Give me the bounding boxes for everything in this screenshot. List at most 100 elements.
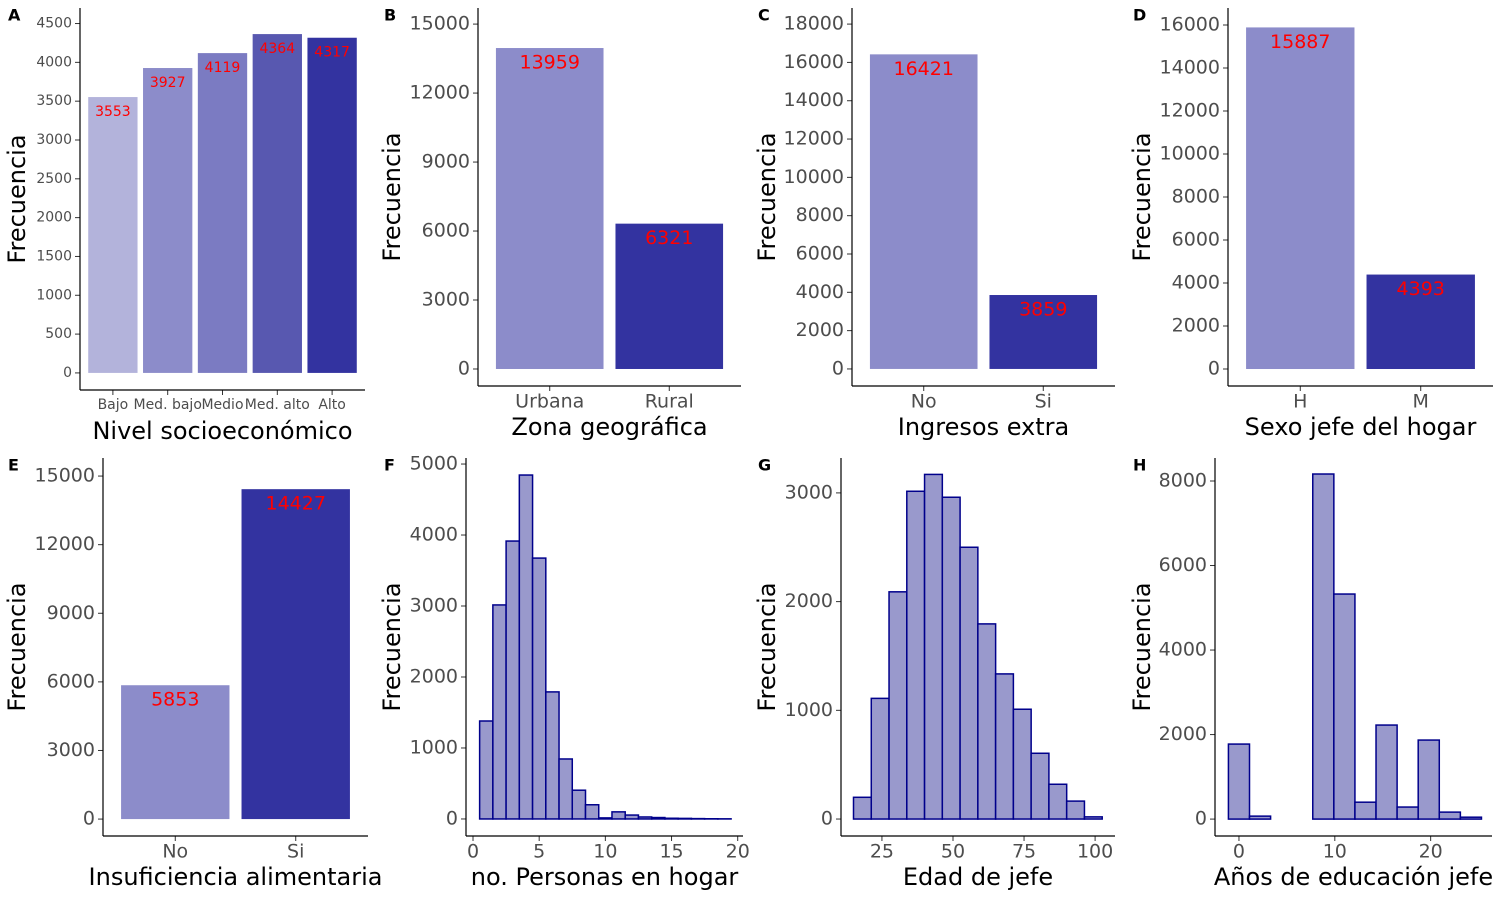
y-tick-label: 4000: [410, 524, 458, 546]
histogram-bar: [677, 817, 693, 820]
x-tick-label: Si: [1035, 391, 1052, 413]
y-tick-label: 12000: [784, 128, 844, 150]
x-tick-label: Alto: [318, 397, 346, 413]
x-tick-label: M: [1413, 391, 1429, 413]
x-tick-label: H: [1293, 391, 1307, 413]
value-label: 4364: [259, 41, 295, 57]
y-axis-title: Frecuencia: [753, 582, 781, 711]
x-tick-label: 25: [870, 841, 894, 863]
histogram-bar: [1375, 724, 1398, 820]
x-tick-label: No: [162, 841, 188, 863]
y-tick-label: 4000: [36, 54, 72, 70]
y-tick-label: 4500: [36, 16, 72, 32]
value-label: 15887: [1270, 31, 1330, 53]
y-tick-label: 3000: [36, 132, 72, 148]
bar: [869, 54, 978, 369]
y-tick-label: 9000: [422, 151, 470, 173]
bar: [989, 295, 1098, 369]
histogram-bar: [1459, 816, 1483, 820]
y-tick-label: 1500: [36, 248, 72, 264]
x-tick-label: 0: [1233, 841, 1245, 863]
y-tick-label: 12000: [1160, 99, 1220, 121]
y-tick-label: 6000: [796, 242, 844, 264]
value-label: 6321: [645, 227, 693, 249]
y-tick-label: 0: [446, 807, 458, 829]
histogram-bar: [545, 691, 560, 820]
y-tick-label: 2000: [796, 319, 844, 341]
value-label: 3553: [95, 104, 131, 120]
y-tick-label: 3000: [47, 739, 95, 761]
y-tick-label: 14000: [1160, 56, 1220, 78]
x-tick-label: Si: [287, 841, 304, 863]
panel-letter: F: [384, 456, 395, 475]
y-tick-label: 2000: [410, 665, 458, 687]
x-tick-label: 20: [726, 841, 750, 863]
histogram-bar: [1048, 783, 1068, 820]
y-tick-label: 6000: [47, 670, 95, 692]
x-tick-label: Urbana: [515, 391, 584, 413]
x-tick-label: 100: [1077, 841, 1113, 863]
y-tick-label: 6000: [422, 220, 470, 242]
panel-letter: D: [1133, 6, 1146, 25]
histogram-bar: [1012, 708, 1032, 820]
bar: [241, 489, 350, 820]
bar: [615, 223, 724, 369]
histogram-bar: [1030, 752, 1050, 820]
x-axis-title: Ingresos extra: [898, 413, 1069, 441]
bar: [121, 685, 230, 820]
value-label: 3927: [150, 75, 186, 91]
histogram-bar: [558, 758, 574, 820]
y-tick-label: 3000: [410, 595, 458, 617]
bar: [252, 34, 302, 373]
y-tick-label: 10000: [784, 166, 844, 188]
histogram-bar: [650, 816, 666, 820]
histogram-bar: [923, 473, 944, 820]
x-tick-label: Rural: [645, 391, 694, 413]
panel-letter: E: [8, 456, 19, 475]
panel-letter: G: [758, 456, 771, 475]
histogram-bar: [1065, 800, 1086, 820]
x-axis-title: Nivel socioeconómico: [92, 417, 352, 445]
histogram-bar: [994, 673, 1015, 820]
y-tick-label: 3500: [36, 93, 72, 109]
histogram-bar: [852, 796, 873, 820]
x-axis-title: Insuficiencia alimentaria: [89, 863, 383, 891]
y-tick-label: 3000: [422, 289, 470, 311]
x-axis-title: Años de educación jefe: [1214, 863, 1493, 891]
y-tick-label: 0: [832, 357, 844, 379]
histogram-bar: [531, 557, 547, 820]
y-tick-label: 0: [458, 357, 470, 379]
value-label: 3859: [1019, 299, 1067, 321]
y-tick-label: 10000: [1160, 142, 1220, 164]
value-label: 5853: [151, 689, 199, 711]
panel-letter: C: [758, 6, 770, 25]
histogram-bar: [492, 604, 507, 820]
y-tick-label: 2000: [36, 210, 72, 226]
histogram-bar: [664, 817, 679, 820]
histogram-bar: [1354, 801, 1377, 820]
y-tick-label: 12000: [410, 82, 470, 104]
y-axis-title: Frecuencia: [378, 132, 406, 261]
panel-letter: B: [384, 6, 396, 25]
y-tick-label: 15000: [410, 13, 470, 35]
x-tick-label: 10: [593, 841, 617, 863]
histogram-bar: [1438, 811, 1462, 820]
y-tick-label: 6000: [1172, 229, 1220, 251]
histogram-bar: [906, 490, 926, 820]
histogram-bar: [518, 474, 534, 820]
x-tick-label: 75: [1012, 841, 1036, 863]
x-tick-label: No: [911, 391, 937, 413]
bar: [88, 97, 138, 373]
y-tick-label: 16000: [784, 51, 844, 73]
y-axis-title: Frecuencia: [1128, 132, 1156, 261]
y-tick-label: 1000: [410, 736, 458, 758]
histogram-bar: [1227, 743, 1251, 820]
x-axis-title: no. Personas en hogar: [471, 863, 739, 891]
histogram-bar: [941, 496, 961, 820]
y-tick-label: 16000: [1160, 13, 1220, 35]
bar: [1246, 27, 1355, 370]
panel-letter: A: [8, 6, 21, 25]
y-tick-label: 6000: [1159, 554, 1207, 576]
histogram-bar: [571, 789, 587, 820]
y-tick-label: 8000: [1159, 469, 1207, 491]
